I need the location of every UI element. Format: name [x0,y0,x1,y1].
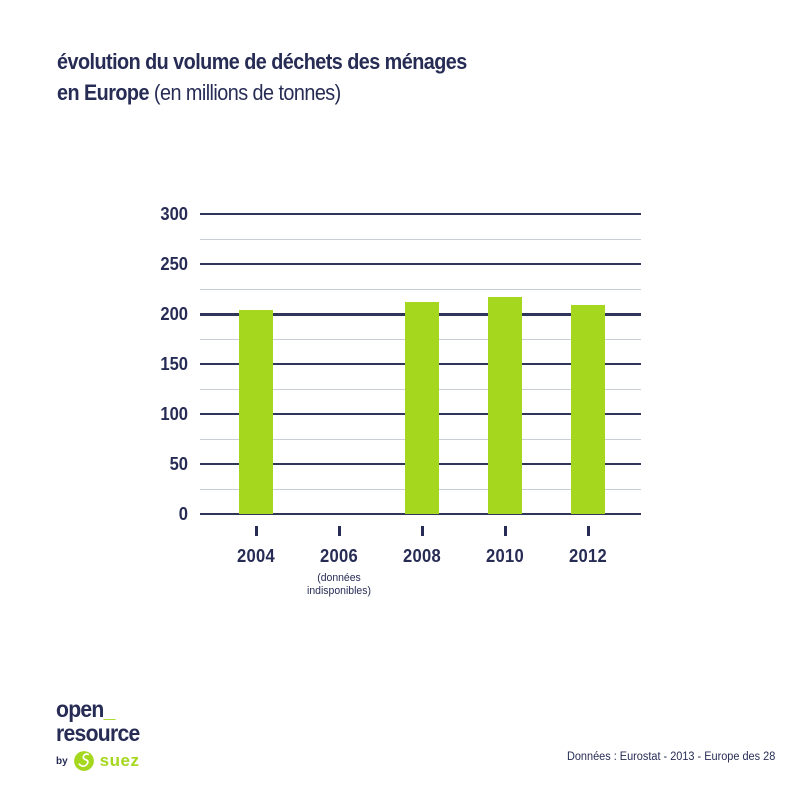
x-axis-tick-2004 [254,526,258,536]
bar-2008 [405,302,439,514]
logo-by-text: by [56,755,68,767]
logo-underscore: _ [103,696,116,722]
page-title-line2-bold: en Europe [57,80,150,105]
y-axis-label-250: 250 [160,254,188,274]
gridline-minor-225 [200,289,641,290]
gridline-minor-275 [200,239,641,240]
data-source-caption: Données : Eurostat - 2013 - Europe des 2… [566,751,775,763]
x-axis-label-2004: 2004 [237,546,275,566]
page-title: évolution du volume de déchets des ménag… [57,46,467,108]
logo-line-resource: resource [56,720,140,746]
suez-swirl-icon [73,750,95,772]
bar-2012 [571,305,605,514]
logo-line-open: open_ [56,697,140,721]
x-axis-tick-2010 [503,526,507,536]
logo-open-text: open [56,696,104,722]
page-title-line1: évolution du volume de déchets des ménag… [57,49,467,74]
bar-2010 [488,297,522,514]
logo-by-row: by suez [56,750,147,772]
x-axis-tick-2006 [337,526,341,536]
y-axis-label-150: 150 [160,354,188,374]
x-axis-label-2008: 2008 [403,546,441,566]
y-axis-label-100: 100 [160,404,188,424]
page-title-line2: en Europe (en millions de tonnes) [57,77,467,108]
x-axis-tick-2008 [420,526,424,536]
gridline-0 [200,513,641,515]
y-axis-label-300: 300 [160,204,188,224]
y-axis-label-0: 0 [178,504,188,524]
gridline-250 [200,263,641,265]
bar-2004 [239,310,273,514]
x-axis-label-2010: 2010 [486,546,524,566]
page-title-line2-unit: (en millions de tonnes) [148,80,341,105]
suez-wordmark: suez [99,751,140,770]
y-axis-label-200: 200 [160,304,188,324]
open-resource-logo: open_ resource by suez [56,697,147,772]
x-axis-label-2012: 2012 [569,546,607,566]
x-axis-tick-2012 [586,526,590,536]
gridline-300 [200,213,641,215]
x-axis-label-2006: 2006 [320,546,358,566]
y-axis-label-50: 50 [169,454,188,474]
missing-data-note: (données indisponibles) [307,572,371,597]
